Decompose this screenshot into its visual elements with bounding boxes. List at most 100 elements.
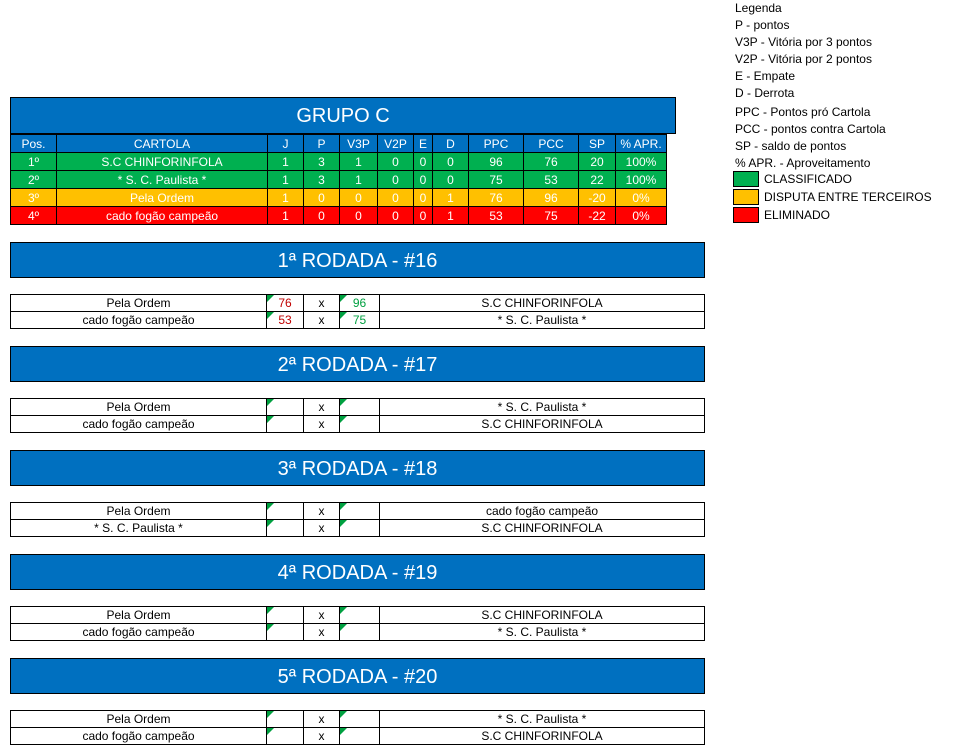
home-score[interactable] <box>266 519 304 537</box>
versus-x: x <box>303 519 340 537</box>
header-pos: Pos. <box>10 134 57 153</box>
round-title: 1ª RODADA - #16 <box>10 242 705 278</box>
match-row[interactable]: Pela Ordem x S.C CHINFORINFOLA <box>10 606 705 624</box>
round-title: 4ª RODADA - #19 <box>10 554 705 590</box>
versus-x: x <box>303 623 340 641</box>
legend-line: E - Empate <box>735 69 796 83</box>
away-team: * S. C. Paulista * <box>379 623 705 641</box>
home-score[interactable]: 76 <box>266 294 304 312</box>
pcc-cell: 75 <box>523 206 579 225</box>
classificado-label: CLASSIFICADO <box>764 172 853 186</box>
away-score[interactable]: 96 <box>339 294 380 312</box>
match-row[interactable]: cado fogão campeão x S.C CHINFORINFOLA <box>10 415 705 433</box>
d-cell: 0 <box>432 152 469 171</box>
legend-line: PCC - pontos contra Cartola <box>735 122 886 136</box>
match-row[interactable]: * S. C. Paulista * x S.C CHINFORINFOLA <box>10 519 705 537</box>
v2p-cell: 0 <box>377 152 414 171</box>
p-cell: 3 <box>303 152 340 171</box>
versus-x: x <box>303 710 340 728</box>
header-j: J <box>267 134 304 153</box>
header-p: P <box>303 134 340 153</box>
eliminado-swatch <box>733 207 759 223</box>
standings-row[interactable]: 2º * S. C. Paulista * 1 3 1 0 0 0 75 53 … <box>10 170 667 189</box>
versus-x: x <box>303 398 340 416</box>
match-row[interactable]: cado fogão campeão x S.C CHINFORINFOLA <box>10 727 705 745</box>
team-cell: Pela Ordem <box>56 188 268 207</box>
away-score[interactable] <box>339 710 380 728</box>
apr-cell: 0% <box>615 206 667 225</box>
away-score[interactable] <box>339 415 380 433</box>
disputa-swatch <box>733 189 759 205</box>
team-cell: S.C CHINFORINFOLA <box>56 152 268 171</box>
p-cell: 0 <box>303 206 340 225</box>
standings-row[interactable]: 1º S.C CHINFORINFOLA 1 3 1 0 0 0 96 76 2… <box>10 152 667 171</box>
e-cell: 0 <box>413 152 433 171</box>
header-apr: % APR. <box>615 134 667 153</box>
pos-cell: 2º <box>10 170 57 189</box>
match-row[interactable]: cado fogão campeão 53 x 75 * S. C. Pauli… <box>10 311 705 329</box>
legend-title: Legenda <box>735 1 782 15</box>
home-score[interactable] <box>266 398 304 416</box>
away-score[interactable] <box>339 727 380 745</box>
away-team: S.C CHINFORINFOLA <box>379 294 705 312</box>
match-row[interactable]: cado fogão campeão x * S. C. Paulista * <box>10 623 705 641</box>
away-score[interactable] <box>339 502 380 520</box>
legend-line: V3P - Vitória por 3 pontos <box>735 35 872 49</box>
match-row[interactable]: Pela Ordem x cado fogão campeão <box>10 502 705 520</box>
match-row[interactable]: Pela Ordem 76 x 96 S.C CHINFORINFOLA <box>10 294 705 312</box>
header-e: E <box>413 134 433 153</box>
classificado-swatch <box>733 171 759 187</box>
standings-row[interactable]: 4º cado fogão campeão 1 0 0 0 0 1 53 75 … <box>10 206 667 225</box>
round-title: 5ª RODADA - #20 <box>10 658 705 694</box>
pcc-cell: 96 <box>523 188 579 207</box>
standings-header-row: Pos. CARTOLA J P V3P V2P E D PPC PCC SP … <box>10 134 667 153</box>
away-team: * S. C. Paulista * <box>379 398 705 416</box>
legend-line: SP - saldo de pontos <box>735 139 847 153</box>
pos-cell: 1º <box>10 152 57 171</box>
home-score[interactable] <box>266 623 304 641</box>
pcc-cell: 76 <box>523 152 579 171</box>
legend: Legenda P - pontos V3P - Vitória por 3 p… <box>735 0 886 172</box>
away-score[interactable] <box>339 623 380 641</box>
away-team: S.C CHINFORINFOLA <box>379 606 705 624</box>
away-score[interactable] <box>339 606 380 624</box>
home-score[interactable] <box>266 502 304 520</box>
ppc-cell: 75 <box>468 170 524 189</box>
home-score[interactable] <box>266 415 304 433</box>
ppc-cell: 76 <box>468 188 524 207</box>
d-cell: 0 <box>432 170 469 189</box>
versus-x: x <box>303 727 340 745</box>
sp-cell: 22 <box>578 170 616 189</box>
header-pcc: PCC <box>523 134 579 153</box>
home-score[interactable] <box>266 606 304 624</box>
d-cell: 1 <box>432 206 469 225</box>
j-cell: 1 <box>267 206 304 225</box>
home-team: Pela Ordem <box>10 710 267 728</box>
match-table: Pela Ordem x S.C CHINFORINFOLA cado fogã… <box>10 606 705 641</box>
away-score[interactable] <box>339 398 380 416</box>
eliminado-label: ELIMINADO <box>764 208 831 222</box>
home-score[interactable] <box>266 727 304 745</box>
ppc-cell: 53 <box>468 206 524 225</box>
v3p-cell: 1 <box>339 170 378 189</box>
p-cell: 3 <box>303 170 340 189</box>
away-score[interactable] <box>339 519 380 537</box>
e-cell: 0 <box>413 206 433 225</box>
home-team: cado fogão campeão <box>10 415 267 433</box>
home-score[interactable]: 53 <box>266 311 304 329</box>
versus-x: x <box>303 415 340 433</box>
apr-cell: 100% <box>615 152 667 171</box>
team-cell: cado fogão campeão <box>56 206 268 225</box>
versus-x: x <box>303 502 340 520</box>
home-team: Pela Ordem <box>10 294 267 312</box>
away-score[interactable]: 75 <box>339 311 380 329</box>
match-row[interactable]: Pela Ordem x * S. C. Paulista * <box>10 710 705 728</box>
versus-x: x <box>303 294 340 312</box>
home-score[interactable] <box>266 710 304 728</box>
standings-row[interactable]: 3º Pela Ordem 1 0 0 0 0 1 76 96 -20 0% <box>10 188 667 207</box>
match-row[interactable]: Pela Ordem x * S. C. Paulista * <box>10 398 705 416</box>
d-cell: 1 <box>432 188 469 207</box>
match-table: Pela Ordem x cado fogão campeão * S. C. … <box>10 502 705 537</box>
e-cell: 0 <box>413 170 433 189</box>
v3p-cell: 1 <box>339 152 378 171</box>
